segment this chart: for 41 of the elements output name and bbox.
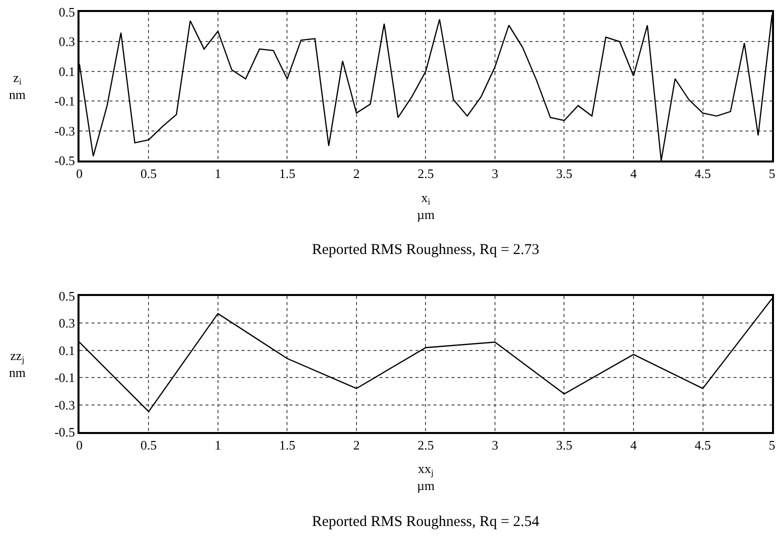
x-tick-label: 4 <box>630 437 638 452</box>
x-tick-label: 1 <box>214 437 222 452</box>
x-tick-label: 5 <box>768 166 776 182</box>
y-tick-label: -0.1 <box>54 370 76 386</box>
y-tick-label: -0.5 <box>54 153 76 168</box>
text: Reported RMS Roughness, Rq = 2.54 <box>312 514 540 530</box>
x-axis-title: xx$_{j}$ µm <box>417 461 435 493</box>
y-tick-label: 0.1 <box>58 64 76 79</box>
y-tick-label: 0.5 <box>58 288 76 304</box>
text: Reported RMS Roughness, Rq = 2.73 <box>312 242 540 258</box>
y-tick-label: 0.3 <box>58 34 76 50</box>
y-tick-label: -0.3 <box>54 397 76 412</box>
y-tick-label: -0.1 <box>54 94 76 109</box>
x-tick-label: 1.5 <box>279 437 296 452</box>
x-tick-label: 0.5 <box>140 437 157 452</box>
x-tick-label: 2.5 <box>418 166 434 182</box>
x-tick-label: 0.5 <box>140 166 157 182</box>
x-axis-title: x$_{i}$ µm <box>417 190 435 222</box>
y-tick-label: 0.5 <box>58 4 76 20</box>
y-tick-label: 0.1 <box>58 342 76 358</box>
y-axis-title: z$_{i}$ nm <box>9 70 26 102</box>
line-series <box>79 14 772 161</box>
y-tick-label: -0.3 <box>54 123 76 138</box>
x-tick-label: 1.5 <box>279 166 296 182</box>
x-tick-label: 4.5 <box>694 437 711 452</box>
x-tick-label: 5 <box>768 437 776 452</box>
y-axis-title: zz$_{j}$ nm <box>9 348 26 380</box>
x-tick-label: 3.5 <box>556 437 572 452</box>
x-tick-label: 0 <box>76 437 83 452</box>
y-tick-label: -0.5 <box>54 424 76 440</box>
x-tick-label: 0 <box>76 166 83 182</box>
x-tick-label: 2 <box>353 166 360 182</box>
x-tick-label: 4 <box>630 166 638 182</box>
x-tick-label: 3 <box>492 437 498 452</box>
x-tick-label: 1 <box>214 166 222 182</box>
x-tick-label: 2.5 <box>418 437 434 452</box>
x-tick-label: 4.5 <box>694 166 711 182</box>
x-tick-label: 2 <box>353 437 360 452</box>
y-tick-label: 0.3 <box>58 316 76 331</box>
x-tick-label: 3.5 <box>556 166 572 182</box>
x-tick-label: 3 <box>492 166 498 182</box>
